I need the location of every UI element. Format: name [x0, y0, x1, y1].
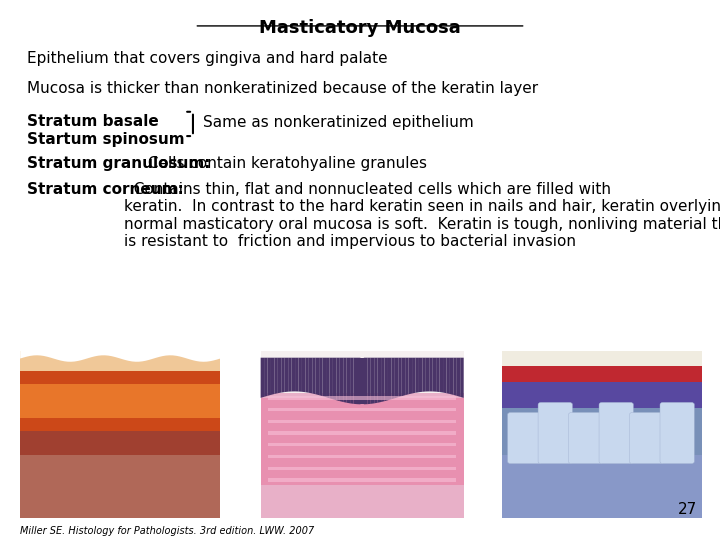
Text: Same as nonkeratinized epithelium: Same as nonkeratinized epithelium — [203, 115, 474, 130]
Polygon shape — [336, 357, 340, 401]
Polygon shape — [433, 357, 436, 392]
Polygon shape — [309, 357, 312, 394]
Polygon shape — [454, 357, 456, 396]
FancyBboxPatch shape — [538, 402, 572, 464]
Polygon shape — [367, 357, 371, 404]
Polygon shape — [440, 357, 443, 393]
Polygon shape — [395, 357, 398, 398]
Polygon shape — [456, 357, 460, 397]
Text: Stratum granulosum:: Stratum granulosum: — [27, 156, 211, 171]
Text: 27: 27 — [678, 502, 697, 517]
Polygon shape — [319, 357, 323, 396]
Polygon shape — [343, 357, 346, 403]
Polygon shape — [364, 357, 367, 404]
Text: Startum spinosum: Startum spinosum — [27, 132, 185, 147]
Polygon shape — [415, 357, 419, 393]
FancyBboxPatch shape — [261, 351, 464, 393]
Polygon shape — [402, 357, 405, 396]
Polygon shape — [292, 357, 295, 392]
Polygon shape — [409, 357, 412, 394]
FancyBboxPatch shape — [508, 413, 542, 464]
Polygon shape — [20, 346, 220, 362]
FancyBboxPatch shape — [268, 408, 456, 411]
Polygon shape — [381, 357, 384, 402]
FancyBboxPatch shape — [502, 351, 702, 368]
Text: Mucosa is thicker than nonkeratinized because of the keratin layer: Mucosa is thicker than nonkeratinized be… — [27, 81, 539, 96]
Polygon shape — [315, 357, 319, 395]
Polygon shape — [288, 357, 292, 392]
Polygon shape — [354, 357, 357, 404]
Polygon shape — [374, 357, 378, 403]
FancyBboxPatch shape — [268, 443, 456, 447]
Polygon shape — [264, 357, 268, 397]
Polygon shape — [278, 357, 282, 393]
FancyBboxPatch shape — [261, 398, 464, 485]
Polygon shape — [412, 357, 415, 394]
Text: Miller SE. Histology for Pathologists. 3rd edition. LWW. 2007: Miller SE. Histology for Pathologists. 3… — [20, 525, 315, 536]
Polygon shape — [333, 357, 336, 400]
FancyBboxPatch shape — [20, 351, 220, 371]
Polygon shape — [261, 357, 264, 398]
FancyBboxPatch shape — [502, 455, 702, 518]
Polygon shape — [299, 357, 302, 392]
Polygon shape — [274, 357, 278, 394]
Polygon shape — [357, 357, 361, 404]
Polygon shape — [323, 357, 326, 397]
FancyBboxPatch shape — [268, 396, 456, 400]
Polygon shape — [350, 357, 354, 404]
Text: Masticatory Mucosa: Masticatory Mucosa — [259, 19, 461, 37]
Text: Epithelium that covers gingiva and hard palate: Epithelium that covers gingiva and hard … — [27, 51, 388, 66]
Polygon shape — [429, 357, 433, 392]
Polygon shape — [378, 357, 381, 403]
Polygon shape — [326, 357, 330, 398]
Polygon shape — [450, 357, 454, 395]
Text: Contains thin, flat and nonnucleated cells which are filled with
keratin.  In co: Contains thin, flat and nonnucleated cel… — [124, 182, 720, 249]
Polygon shape — [282, 357, 284, 393]
Polygon shape — [419, 357, 423, 392]
FancyBboxPatch shape — [660, 402, 694, 464]
Polygon shape — [371, 357, 374, 404]
Polygon shape — [340, 357, 343, 402]
Polygon shape — [460, 357, 464, 398]
FancyBboxPatch shape — [502, 382, 702, 408]
Polygon shape — [388, 357, 392, 400]
FancyBboxPatch shape — [268, 431, 456, 435]
Polygon shape — [302, 357, 305, 392]
FancyBboxPatch shape — [629, 413, 664, 464]
Polygon shape — [405, 357, 409, 395]
FancyBboxPatch shape — [502, 351, 702, 518]
Polygon shape — [443, 357, 446, 393]
Text: Cells contain keratohyaline granules: Cells contain keratohyaline granules — [143, 156, 426, 171]
FancyBboxPatch shape — [268, 420, 456, 423]
FancyBboxPatch shape — [268, 455, 456, 458]
Polygon shape — [384, 357, 388, 401]
Polygon shape — [436, 357, 440, 392]
FancyBboxPatch shape — [268, 467, 456, 470]
FancyBboxPatch shape — [20, 384, 220, 418]
FancyBboxPatch shape — [599, 402, 634, 464]
Polygon shape — [271, 357, 274, 395]
Polygon shape — [330, 357, 333, 399]
Text: Stratum basale: Stratum basale — [27, 114, 159, 130]
FancyBboxPatch shape — [502, 366, 702, 384]
FancyBboxPatch shape — [261, 351, 464, 518]
Polygon shape — [312, 357, 315, 394]
Polygon shape — [346, 357, 350, 403]
FancyBboxPatch shape — [20, 455, 220, 518]
FancyBboxPatch shape — [20, 351, 220, 431]
Polygon shape — [398, 357, 402, 397]
Polygon shape — [284, 357, 288, 392]
Polygon shape — [295, 357, 299, 392]
Polygon shape — [392, 357, 395, 399]
Polygon shape — [305, 357, 309, 393]
Text: Stratum corneum:: Stratum corneum: — [27, 182, 184, 197]
FancyBboxPatch shape — [569, 413, 603, 464]
Polygon shape — [426, 357, 429, 392]
FancyBboxPatch shape — [20, 351, 220, 518]
Polygon shape — [446, 357, 450, 394]
Polygon shape — [268, 357, 271, 396]
Polygon shape — [423, 357, 426, 392]
Polygon shape — [361, 357, 364, 404]
FancyBboxPatch shape — [268, 478, 456, 482]
